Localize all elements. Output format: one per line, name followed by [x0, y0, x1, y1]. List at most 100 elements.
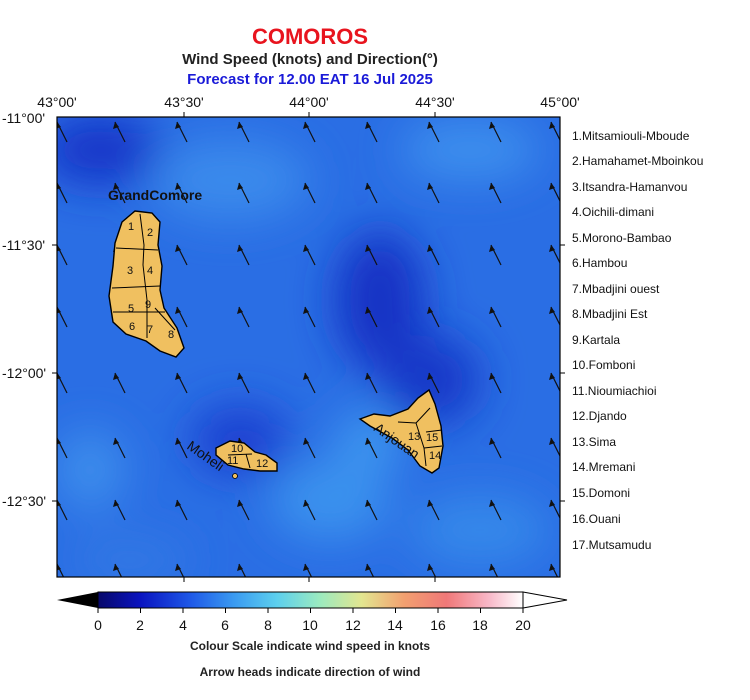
- colorbar-tick: 18: [472, 617, 488, 633]
- region-number: 9: [145, 299, 151, 311]
- wind-arrow-head: [57, 500, 61, 507]
- wind-arrow-head: [365, 373, 371, 380]
- wind-arrow-head: [549, 122, 555, 129]
- wind-arrow-head: [549, 564, 555, 571]
- lat-tick: -12°00': [2, 365, 47, 381]
- wind-arrow-head: [489, 500, 495, 507]
- axis-ticks: [52, 112, 565, 582]
- legend-item: 4.Oichili-dimani: [572, 205, 655, 219]
- legend-item: 9.Kartala: [572, 333, 621, 347]
- wind-arrow-head: [489, 373, 495, 380]
- region-numbers: 1 2 3 4 5 6 7 8 9 10 11 12 13 14 15: [127, 221, 441, 470]
- wind-arrow-head: [303, 373, 309, 380]
- region-number: 5: [128, 303, 134, 315]
- wind-arrow-head: [57, 183, 61, 190]
- colorbar-tick: 4: [179, 617, 187, 633]
- grande-comore-label: GrandComore: [108, 187, 202, 203]
- anjouan-island: [358, 388, 444, 474]
- wind-arrow-head: [303, 307, 309, 314]
- caption-scale: Colour Scale indicate wind speed in knot…: [189, 639, 431, 653]
- lat-tick: -12°30': [2, 493, 47, 509]
- wind-arrow-head: [427, 373, 433, 380]
- wind-arrow-head: [489, 245, 495, 252]
- wind-arrow-head: [303, 438, 309, 445]
- wind-arrow-head: [175, 373, 181, 380]
- colorbar-tick: 6: [221, 617, 229, 633]
- wind-arrow-head: [549, 245, 555, 252]
- wind-arrow-head: [57, 564, 61, 571]
- colorbar-tick: 16: [430, 617, 446, 633]
- wind-arrow-head: [175, 122, 181, 129]
- wind-arrow-head: [365, 500, 371, 507]
- wind-arrow-head: [57, 122, 61, 129]
- colorbar-tick: 10: [302, 617, 318, 633]
- forecast-time: Forecast for 12.00 EAT 16 Jul 2025: [187, 71, 433, 88]
- region-number: 14: [429, 450, 441, 462]
- wind-arrow-head: [237, 245, 243, 252]
- colorbar-tick: 2: [136, 617, 144, 633]
- lon-tick: 44°00': [289, 94, 329, 110]
- wind-arrow-head: [113, 438, 119, 445]
- wind-arrow-head: [237, 122, 243, 129]
- grande-comore-island: [108, 210, 185, 358]
- wind-arrow-head: [365, 245, 371, 252]
- wind-arrow-head: [57, 307, 61, 314]
- wind-arrow-head: [365, 307, 371, 314]
- wind-speed-field: [57, 117, 560, 577]
- wind-arrow-head: [427, 183, 433, 190]
- region-number: 12: [256, 458, 268, 470]
- wind-arrow-head: [113, 564, 119, 571]
- legend-item: 14.Mremani: [572, 460, 636, 474]
- wind-arrow-head: [549, 500, 555, 507]
- colorbar-tick: 14: [387, 617, 403, 633]
- wind-arrow-head: [57, 438, 61, 445]
- region-number: 3: [127, 265, 133, 277]
- legend-item: 8.Mbadjini Est: [572, 307, 648, 321]
- lon-tick: 43°30': [164, 94, 204, 110]
- colorbar-tick: 20: [515, 617, 531, 633]
- legend-item: 2.Hamahamet-Mboinkou: [572, 154, 704, 168]
- wind-arrow-head: [57, 245, 61, 252]
- wind-arrow-head: [549, 373, 555, 380]
- region-number: 8: [168, 329, 174, 341]
- wind-arrow-head: [175, 307, 181, 314]
- lat-tick: -11°00': [2, 110, 46, 126]
- wind-arrow-head: [489, 564, 495, 571]
- map-subtitle: Wind Speed (knots) and Direction(°): [182, 51, 438, 68]
- wind-arrow-head: [365, 183, 371, 190]
- wind-arrow-head: [113, 122, 119, 129]
- wind-arrow-head: [549, 307, 555, 314]
- wind-arrow-head: [237, 500, 243, 507]
- colorbar: [57, 591, 568, 613]
- wind-arrow-head: [303, 500, 309, 507]
- wind-arrow-head: [427, 307, 433, 314]
- lat-tick: -11°30': [2, 237, 46, 253]
- wind-arrow-head: [57, 373, 61, 380]
- wind-arrow-head: [489, 122, 495, 129]
- region-number: 6: [129, 321, 135, 333]
- wind-arrow-head: [175, 438, 181, 445]
- lon-tick: 43°00': [37, 94, 77, 110]
- wind-arrow-head: [113, 500, 119, 507]
- legend-item: 6.Hambou: [572, 256, 628, 270]
- legend-item: 5.Morono-Bambao: [572, 231, 672, 245]
- region-number: 10: [231, 443, 243, 455]
- wind-arrow-head: [489, 438, 495, 445]
- wind-arrow-head: [549, 438, 555, 445]
- legend-item: 16.Ouani: [572, 512, 621, 526]
- region-number: 15: [426, 432, 438, 444]
- wind-arrow-head: [303, 183, 309, 190]
- region-number: 13: [408, 431, 420, 443]
- wind-arrow-head: [427, 500, 433, 507]
- wind-arrow-head: [427, 564, 433, 571]
- moheli-island: [215, 440, 278, 479]
- region-number: 4: [147, 265, 153, 277]
- legend-item: 3.Itsandra-Hamanvou: [572, 180, 688, 194]
- wind-arrow-head: [303, 245, 309, 252]
- wind-arrow-head: [113, 373, 119, 380]
- legend-item: 17.Mutsamudu: [572, 538, 652, 552]
- wind-arrow-head: [113, 183, 119, 190]
- region-number: 1: [128, 221, 134, 233]
- map-title: COMOROS: [251, 24, 369, 49]
